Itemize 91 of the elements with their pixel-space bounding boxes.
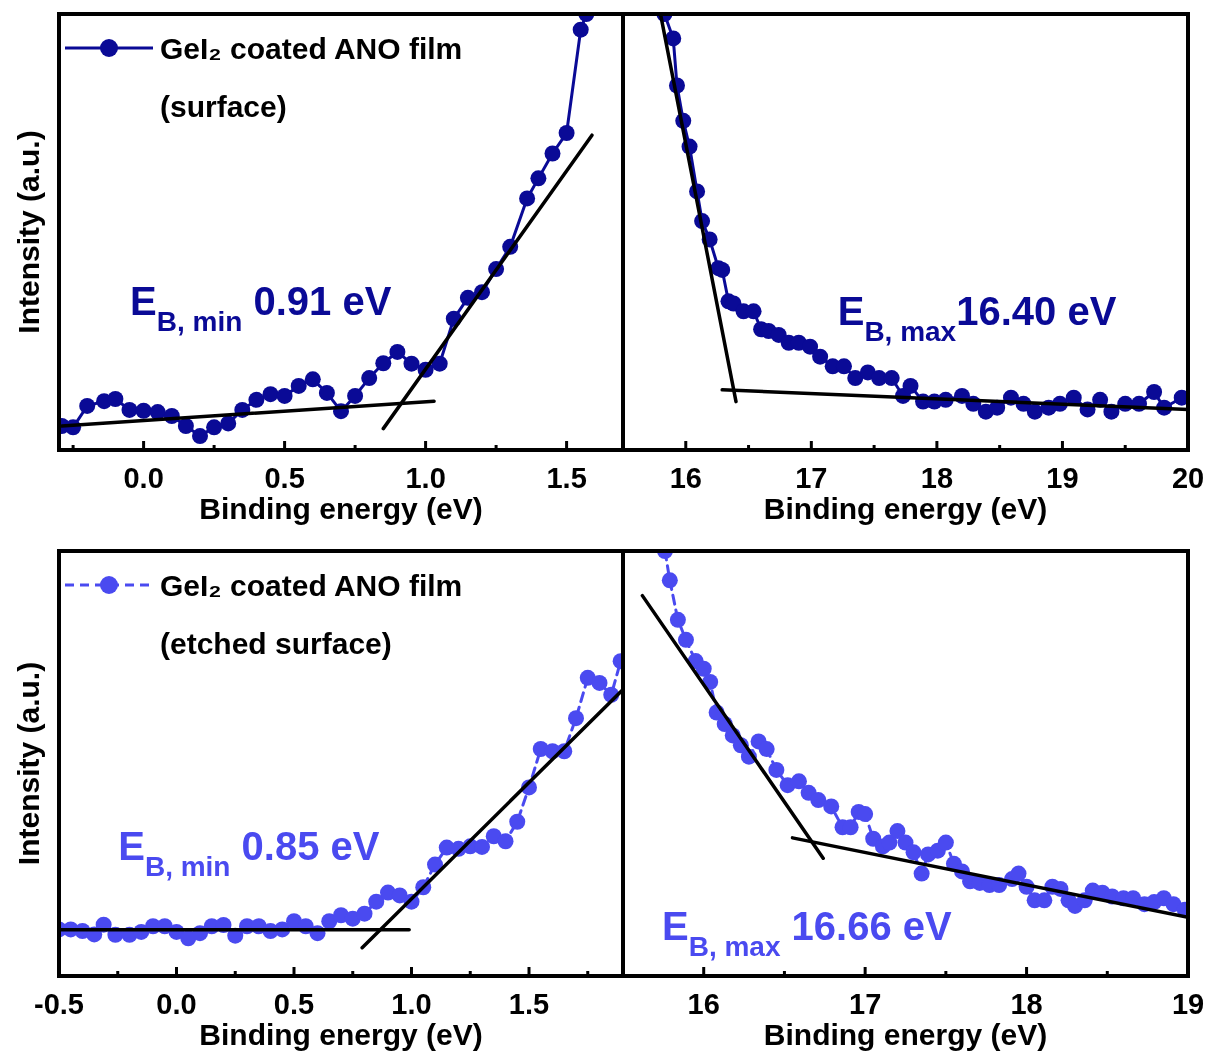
x-tick-label: -0.5 — [34, 988, 84, 1020]
x-tick-label: 20 — [1171, 462, 1205, 494]
point — [389, 343, 406, 360]
point — [290, 377, 307, 394]
x-tick-label: 0.5 — [273, 988, 315, 1020]
point — [304, 371, 321, 388]
x-axis-title: Binding energy (eV) — [763, 492, 1048, 525]
point — [937, 834, 954, 851]
point — [361, 370, 378, 387]
point — [347, 387, 364, 404]
x-tick-label: 0.0 — [156, 988, 197, 1020]
point — [368, 893, 385, 910]
point — [889, 823, 906, 840]
point — [431, 355, 448, 372]
point — [883, 370, 900, 387]
point — [913, 865, 930, 882]
legend-label: GeI₂ coated ANO film (surface) — [160, 32, 463, 123]
point — [847, 370, 864, 387]
point — [1146, 384, 1163, 400]
point — [206, 419, 223, 436]
y-axis-title: Intensity (a.u.) — [12, 130, 45, 334]
point — [519, 190, 536, 207]
point — [262, 386, 279, 403]
point — [812, 348, 829, 365]
point — [391, 887, 408, 904]
point — [881, 834, 898, 851]
point — [665, 30, 682, 47]
point — [1010, 865, 1027, 882]
point — [544, 145, 561, 162]
point — [177, 418, 194, 434]
x-tick-label: 18 — [1010, 988, 1043, 1020]
x-axis-title: Binding energy (eV) — [199, 1018, 483, 1051]
point — [356, 905, 373, 922]
point — [714, 261, 731, 278]
x-tick-label: 17 — [849, 988, 882, 1020]
point — [530, 170, 547, 187]
point — [485, 828, 502, 845]
point — [572, 21, 589, 38]
point — [802, 338, 819, 355]
point — [758, 741, 775, 758]
annotation: E$_{B, max}$16.40 eV — [837, 288, 1117, 347]
x-tick-label: 1.0 — [405, 462, 446, 494]
point — [79, 397, 96, 414]
point — [810, 792, 827, 809]
point — [905, 844, 922, 861]
point — [248, 391, 265, 408]
x-tick-label: 0.0 — [123, 462, 164, 494]
x-tick-label: 1.0 — [391, 988, 432, 1020]
point — [474, 838, 490, 855]
x-tick-label: 19 — [1171, 988, 1205, 1020]
x-tick-label: 0.5 — [264, 462, 305, 494]
x-tick-label: 17 — [795, 462, 828, 494]
annotation: E$_{B, max}$ 16.66 eV — [661, 903, 953, 962]
point — [135, 402, 152, 419]
x-tick-label: 18 — [920, 462, 954, 494]
point — [1173, 389, 1188, 406]
point — [661, 572, 678, 589]
point — [220, 415, 237, 432]
point — [107, 391, 124, 407]
x-tick-label: 19 — [1046, 462, 1079, 494]
point — [677, 631, 694, 648]
point — [192, 428, 208, 445]
x-axis-title: Binding energy (eV) — [763, 1018, 1048, 1051]
point — [403, 355, 420, 372]
point — [902, 377, 919, 394]
legend-label: GeI₂ coated ANO film (etched surface) — [160, 569, 463, 660]
point — [427, 856, 443, 873]
point — [276, 387, 293, 404]
point — [509, 813, 526, 830]
point — [695, 660, 712, 677]
point — [768, 761, 785, 778]
point — [1026, 403, 1043, 420]
point — [790, 773, 807, 790]
x-tick-label: 16 — [687, 988, 720, 1020]
point — [121, 401, 138, 418]
point — [591, 674, 608, 691]
point — [857, 806, 874, 823]
point — [497, 833, 514, 850]
point — [375, 355, 392, 372]
annotation: E$_{B, min}$ 0.91 eV — [130, 278, 392, 337]
point — [669, 611, 686, 628]
x-tick-label: 1.5 — [546, 462, 587, 494]
x-tick-label: 1.5 — [508, 988, 550, 1020]
point — [558, 125, 575, 142]
y-axis-title: Intensity (a.u.) — [12, 661, 45, 866]
point — [823, 798, 840, 815]
x-axis-title: Binding energy (eV) — [199, 492, 483, 525]
x-tick-label: 16 — [669, 462, 702, 494]
point — [568, 710, 584, 727]
annotation: E$_{B, min}$ 0.85 eV — [118, 823, 380, 882]
point — [318, 384, 335, 401]
